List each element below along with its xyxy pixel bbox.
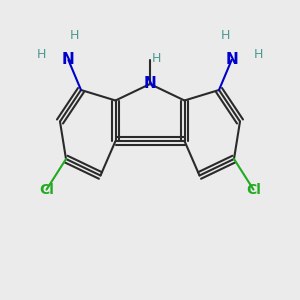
Text: Cl: Cl (39, 183, 54, 196)
Text: H: H (37, 48, 46, 61)
Text: H: H (254, 48, 263, 61)
Text: H: H (152, 52, 161, 65)
Text: N: N (225, 52, 238, 68)
Text: Cl: Cl (246, 183, 261, 196)
Text: N: N (144, 76, 156, 92)
Text: H: H (221, 29, 230, 42)
Text: N: N (62, 52, 75, 68)
Text: H: H (70, 29, 79, 42)
